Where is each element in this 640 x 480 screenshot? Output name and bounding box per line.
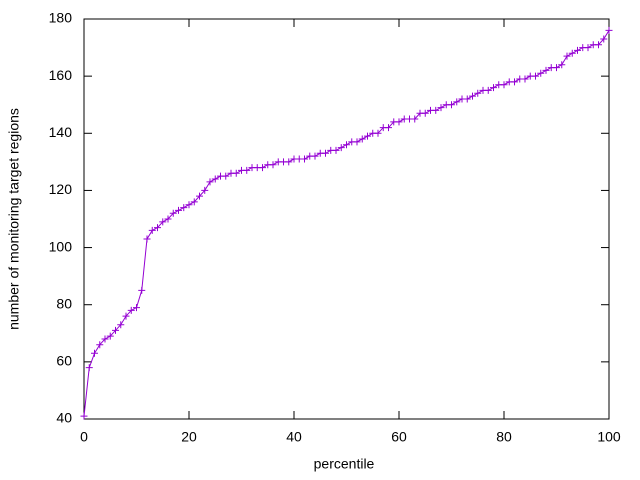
data-point bbox=[574, 46, 581, 54]
y-tick-label: 100 bbox=[49, 238, 73, 254]
data-point bbox=[474, 89, 482, 97]
data-point bbox=[448, 101, 455, 109]
x-tick-label: 80 bbox=[496, 429, 512, 445]
y-tick-label: 120 bbox=[49, 181, 73, 197]
y-tick-label: 180 bbox=[49, 10, 73, 26]
data-point bbox=[500, 81, 508, 89]
x-axis-label: percentile bbox=[314, 456, 375, 472]
data-point bbox=[148, 226, 156, 234]
data-point bbox=[469, 92, 476, 100]
data-point bbox=[584, 44, 592, 52]
data-point bbox=[537, 69, 545, 77]
data-point bbox=[600, 35, 608, 43]
data-point bbox=[301, 155, 308, 163]
data-point bbox=[532, 72, 539, 80]
y-tick-label: 160 bbox=[49, 67, 73, 83]
data-point bbox=[353, 138, 361, 146]
data-point bbox=[232, 169, 240, 177]
data-point bbox=[91, 349, 98, 357]
data-point bbox=[558, 61, 566, 69]
y-tick-label: 80 bbox=[56, 295, 72, 311]
data-point bbox=[164, 215, 172, 223]
data-point bbox=[453, 98, 461, 106]
y-axis-label: number of monitoring target regions bbox=[6, 108, 22, 330]
data-point bbox=[80, 412, 88, 420]
y-tick-label: 140 bbox=[49, 124, 73, 140]
data-point bbox=[127, 306, 135, 314]
data-point bbox=[490, 84, 497, 92]
data-point bbox=[374, 129, 382, 137]
x-tick-label: 60 bbox=[391, 429, 407, 445]
data-point bbox=[395, 118, 403, 126]
data-point bbox=[364, 132, 371, 140]
data-point bbox=[133, 304, 140, 312]
data-point bbox=[563, 52, 571, 60]
data-point bbox=[143, 235, 151, 243]
plot-frame bbox=[83, 18, 610, 420]
data-point bbox=[190, 198, 198, 206]
x-tick-label: 0 bbox=[80, 429, 88, 445]
data-point bbox=[432, 106, 440, 114]
data-point bbox=[138, 286, 146, 294]
data-point bbox=[337, 144, 345, 152]
data-point bbox=[106, 332, 114, 340]
data-point bbox=[322, 149, 329, 157]
data-point bbox=[222, 172, 230, 180]
data-point bbox=[85, 364, 93, 372]
data-point bbox=[112, 326, 119, 334]
data-point bbox=[175, 206, 182, 214]
data-point bbox=[154, 224, 161, 232]
data-point bbox=[201, 186, 209, 194]
data-point bbox=[568, 49, 576, 57]
data-point bbox=[159, 218, 167, 226]
data-point bbox=[605, 26, 613, 34]
data-point bbox=[101, 335, 109, 343]
data-point bbox=[332, 146, 340, 154]
data-point bbox=[463, 95, 471, 103]
data-point bbox=[411, 115, 419, 123]
data-point bbox=[122, 312, 130, 320]
data-point bbox=[285, 158, 293, 166]
data-point bbox=[169, 209, 177, 217]
data-point bbox=[484, 86, 492, 94]
data-point bbox=[542, 66, 550, 74]
x-tick-label: 100 bbox=[597, 429, 621, 445]
data-point bbox=[421, 109, 429, 117]
data-point bbox=[196, 192, 203, 200]
data-point bbox=[521, 75, 529, 83]
x-tick-label: 40 bbox=[286, 429, 302, 445]
data-point bbox=[206, 178, 214, 186]
y-tick-label: 60 bbox=[56, 353, 72, 369]
data-point bbox=[385, 124, 392, 132]
data-point bbox=[243, 166, 251, 174]
data-point bbox=[180, 204, 188, 212]
data-point bbox=[117, 321, 125, 329]
x-tick-label: 20 bbox=[181, 429, 197, 445]
data-point bbox=[553, 64, 560, 72]
data-point bbox=[311, 152, 319, 160]
data-point bbox=[96, 341, 104, 349]
data-point bbox=[211, 175, 219, 183]
data-point bbox=[185, 201, 193, 209]
y-tick-label: 40 bbox=[56, 410, 72, 426]
data-point bbox=[595, 41, 602, 49]
data-point bbox=[511, 78, 518, 86]
data-point bbox=[343, 141, 350, 149]
data-point bbox=[259, 164, 266, 172]
data-point bbox=[437, 104, 445, 112]
data-point bbox=[358, 135, 366, 143]
data-point bbox=[269, 161, 277, 169]
